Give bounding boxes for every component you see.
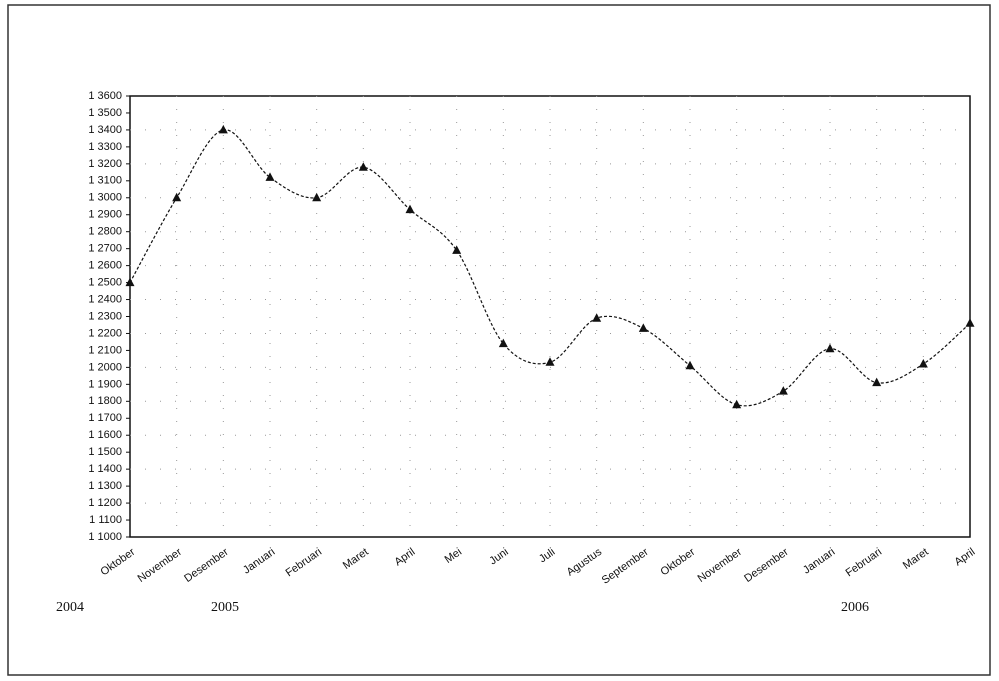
x-tick-label: Oktober (98, 546, 137, 578)
x-tick-label: Mei (443, 546, 464, 566)
x-tick-label: Januari (801, 546, 837, 577)
y-tick-label: 1 1100 (89, 514, 122, 526)
y-tick-label: 1 2900 (88, 209, 122, 221)
y-tick-label: 1 3300 (88, 141, 122, 153)
x-tick-label: Oktober (658, 546, 697, 578)
y-tick-label: 1 3200 (88, 158, 122, 170)
marker (359, 162, 368, 171)
y-tick-label: 1 2000 (88, 361, 122, 373)
x-tick-label: April (952, 546, 977, 568)
y-tick-label: 1 3500 (88, 107, 122, 119)
y-tick-label: 1 2200 (88, 327, 122, 339)
x-tick-label: November (696, 546, 745, 585)
y-tick-label: 1 2300 (88, 310, 122, 322)
marker (266, 172, 275, 181)
y-tick-label: 1 2700 (88, 243, 122, 255)
x-tick-label: Desember (742, 546, 791, 585)
y-tick-label: 1 2500 (88, 276, 122, 288)
y-tick-label: 1 2100 (88, 344, 122, 356)
y-tick-label: 1 1300 (88, 480, 122, 492)
plot-area (130, 96, 970, 537)
x-tick-label: Maret (901, 546, 931, 572)
marker (126, 278, 135, 287)
x-tick-label: Agustus (565, 546, 605, 579)
marker (219, 125, 228, 134)
x-tick-label: Desember (182, 546, 231, 585)
x-tick-label: Juli (537, 546, 557, 565)
y-tick-label: 1 1600 (88, 429, 122, 441)
y-tick-label: 1 1000 (88, 531, 122, 543)
x-tick-label: Januari (241, 546, 277, 577)
marker (732, 400, 741, 409)
marker (172, 193, 181, 202)
y-tick-label: 1 1800 (88, 395, 122, 407)
marker (452, 245, 461, 254)
y-tick-label: 1 1400 (88, 463, 122, 475)
y-tick-label: 1 2600 (88, 260, 122, 272)
x-tick-label: September (600, 546, 651, 587)
y-tick-label: 1 2800 (88, 226, 122, 238)
marker (686, 361, 695, 370)
year-label: 2004 (56, 600, 84, 615)
y-tick-label: 1 3000 (88, 192, 122, 204)
marker (779, 386, 788, 395)
x-tick-label: Februari (844, 546, 884, 579)
x-tick-label: November (136, 546, 185, 585)
marker (499, 339, 508, 348)
y-tick-label: 1 1200 (88, 497, 122, 509)
y-tick-label: 1 3100 (88, 175, 122, 187)
x-tick-label: April (392, 546, 417, 568)
marker (826, 344, 835, 353)
y-tick-label: 1 2400 (88, 293, 122, 305)
year-label: 2006 (841, 600, 869, 615)
y-tick-label: 1 1500 (88, 446, 122, 458)
marker (966, 318, 975, 327)
x-tick-label: Maret (341, 546, 371, 572)
marker (919, 359, 928, 368)
y-tick-label: 1 3600 (88, 90, 122, 102)
year-label: 2005 (211, 600, 239, 615)
y-tick-label: 1 1700 (88, 412, 122, 424)
marker (312, 193, 321, 202)
x-tick-label: Juni (487, 546, 510, 567)
y-tick-label: 1 3400 (88, 124, 122, 136)
x-tick-label: Februari (284, 546, 324, 579)
marker (639, 323, 648, 332)
chart: 1 1000 1 1100 1 1200 1 1300 1 1400 1 1500 1 16… (0, 0, 999, 681)
y-tick-label: 1 1900 (88, 378, 122, 390)
